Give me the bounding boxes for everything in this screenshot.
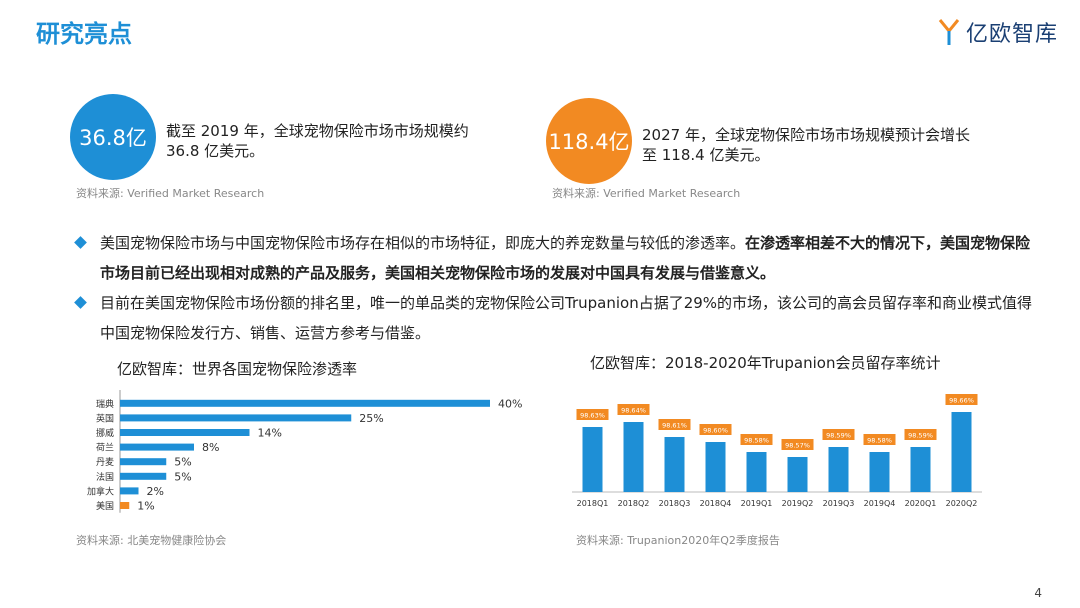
value-label: 1%: [137, 500, 154, 513]
category-label: 丹麦: [96, 456, 114, 468]
value-label: 5%: [174, 456, 191, 469]
bar: [869, 452, 890, 492]
value-label: 98.64%: [621, 407, 646, 415]
value-badge: [658, 419, 691, 430]
value-label: 98.58%: [744, 437, 769, 445]
category-label: 2019Q1: [741, 499, 773, 508]
value-label: 98.59%: [908, 432, 933, 440]
stat-block-1: 36.8亿 截至 2019 年，全球宠物保险市场市场规模约 36.8 亿美元。: [70, 94, 506, 180]
value-badge: [699, 424, 732, 435]
value-label: 98.63%: [580, 412, 605, 420]
bar: [705, 442, 726, 492]
category-label: 2018Q2: [618, 499, 650, 508]
bullet-text: 美国宠物保险市场与中国宠物保险市场存在相似的市场特征，即庞大的养宠数量与较低的渗…: [100, 234, 746, 252]
category-label: 2018Q3: [659, 499, 691, 508]
category-label: 瑞典: [96, 398, 114, 410]
value-label: 25%: [359, 412, 383, 425]
category-label: 加拿大: [87, 485, 114, 497]
value-label: 40%: [498, 397, 522, 410]
value-badge: [740, 434, 773, 445]
stat-value-circle: 118.4亿: [546, 98, 632, 184]
category-label: 2020Q1: [905, 499, 937, 508]
bar: [120, 399, 490, 407]
chart-title: 亿欧智库：世界各国宠物保险渗透率: [117, 360, 358, 378]
bar: [120, 502, 130, 509]
value-label: 98.60%: [703, 427, 728, 435]
stat-description: 截至 2019 年，全球宠物保险市场市场规模约 36.8 亿美元。: [166, 122, 469, 160]
category-label: 2019Q3: [823, 499, 855, 508]
stat-description: 2027 年，全球宠物保险市场市场规模预计会增长至 118.4 亿美元。: [642, 126, 970, 164]
logo-icon: [938, 19, 960, 45]
bar: [120, 443, 194, 451]
bar: [120, 414, 352, 422]
value-label: 98.66%: [949, 397, 974, 405]
category-label: 2019Q4: [864, 499, 896, 508]
category-label: 英国: [96, 412, 114, 424]
value-badge: [781, 439, 814, 450]
logo-text: 亿欧智库: [966, 22, 1059, 47]
bullet-item-2: 目前在美国宠物保险市场份额的排名里，唯一的单品类的宠物保险公司Trupanion…: [74, 288, 1040, 348]
value-badge: [822, 429, 855, 440]
chart-source: 资料来源: 北美宠物健康险协会: [76, 534, 227, 547]
bar: [120, 429, 250, 436]
brand-logo: 亿欧智库: [938, 16, 1058, 48]
bar: [787, 457, 808, 492]
page-number: 4: [1034, 586, 1042, 600]
bar: [120, 472, 167, 480]
bar: [746, 452, 767, 492]
category-label: 2018Q1: [577, 499, 609, 508]
value-badge: [904, 429, 937, 440]
bar: [623, 422, 644, 492]
diamond-bullet-icon: [74, 296, 87, 309]
retention-bar-chart: 98.63% 2018Q1 98.64% 2018Q2 98.61% 2018Q3 98.6…: [572, 394, 982, 508]
value-label: 98.61%: [662, 422, 687, 430]
stat-block-2: 118.4亿 2027 年，全球宠物保险市场市场规模预计会增长至 118.4 亿…: [546, 98, 982, 184]
category-label: 荷兰: [96, 442, 114, 454]
category-label: 2018Q4: [700, 499, 732, 508]
value-label: 5%: [174, 470, 191, 483]
bar: [120, 487, 139, 495]
bar: [828, 447, 849, 492]
bullet-item-1: 美国宠物保险市场与中国宠物保险市场存在相似的市场特征，即庞大的养宠数量与较低的渗…: [74, 228, 1040, 288]
category-label: 挪威: [96, 427, 114, 439]
value-label: 98.57%: [785, 442, 810, 450]
value-label: 8%: [202, 441, 219, 454]
value-label: 98.59%: [826, 432, 851, 440]
diamond-bullet-icon: [74, 236, 87, 249]
category-label: 美国: [96, 500, 114, 512]
stat-value-circle: 36.8亿: [70, 94, 156, 180]
bar: [120, 458, 167, 466]
bullet-bold-text: 在渗透率相差不大的情况下，美国宠物保险市场目前已经出现相对成熟的产品及服务，美国…: [100, 234, 1031, 282]
stat-source: 资料来源: Verified Market Research: [76, 187, 265, 200]
bar: [951, 412, 972, 492]
penetration-bar-chart: 瑞典 40% 英国 25% 挪威 14% 荷兰 8% 丹麦 5% 法国 5% 加拿大 2% 美国 1%: [87, 390, 522, 513]
value-label: 98.58%: [867, 437, 892, 445]
value-label: 2%: [147, 485, 164, 498]
chart-title: 亿欧智库：2018-2020年Trupanion会员留存率统计: [590, 354, 941, 372]
value-label: 14%: [258, 427, 282, 440]
stat-source: 资料来源: Verified Market Research: [552, 187, 741, 200]
category-label: 2020Q2: [946, 499, 978, 508]
bar: [910, 447, 931, 492]
value-badge: [945, 394, 978, 405]
value-badge: [617, 404, 650, 415]
bullet-text: 目前在美国宠物保险市场份额的排名里，唯一的单品类的宠物保险公司Trupanion…: [100, 294, 1033, 342]
category-label: 法国: [96, 471, 114, 483]
bar: [582, 427, 603, 492]
value-badge: [576, 409, 609, 420]
value-badge: [863, 434, 896, 445]
page-title: 研究亮点: [36, 20, 132, 48]
bar: [664, 437, 685, 492]
category-label: 2019Q2: [782, 499, 814, 508]
chart-source: 资料来源: Trupanion2020年Q2季度报告: [576, 534, 780, 547]
